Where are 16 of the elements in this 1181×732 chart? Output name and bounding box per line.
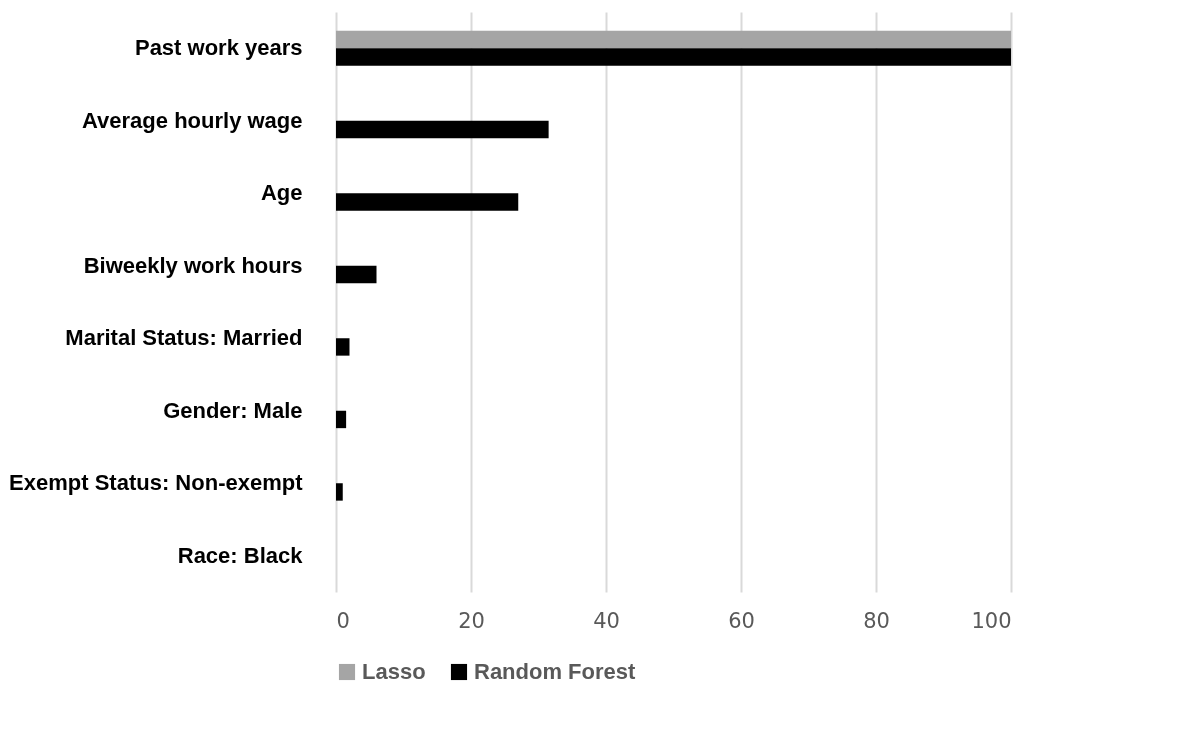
- y-tick-label: Race: Black: [177, 542, 304, 568]
- x-tick-label: 40: [593, 608, 620, 633]
- x-tick-label: 100: [971, 608, 1012, 633]
- x-tick-label: 60: [728, 608, 755, 633]
- x-tick-label: 20: [458, 608, 485, 633]
- y-tick-label: Gender: Male: [163, 397, 303, 423]
- x-tick-label: 80: [863, 608, 890, 633]
- legend-label: Lasso: [362, 659, 426, 684]
- y-tick-label: Average hourly wage: [82, 107, 303, 133]
- legend-label: Random Forest: [474, 659, 637, 684]
- y-tick-label: Age: [260, 180, 303, 206]
- x-tick-label: 0: [336, 608, 350, 633]
- y-tick-label: Marital Status: Married: [65, 325, 303, 351]
- y-tick-label: Past work years: [134, 35, 303, 61]
- y-tick-label: Biweekly work hours: [83, 252, 303, 278]
- y-tick-label: Exempt Status: Non-exempt: [9, 470, 304, 496]
